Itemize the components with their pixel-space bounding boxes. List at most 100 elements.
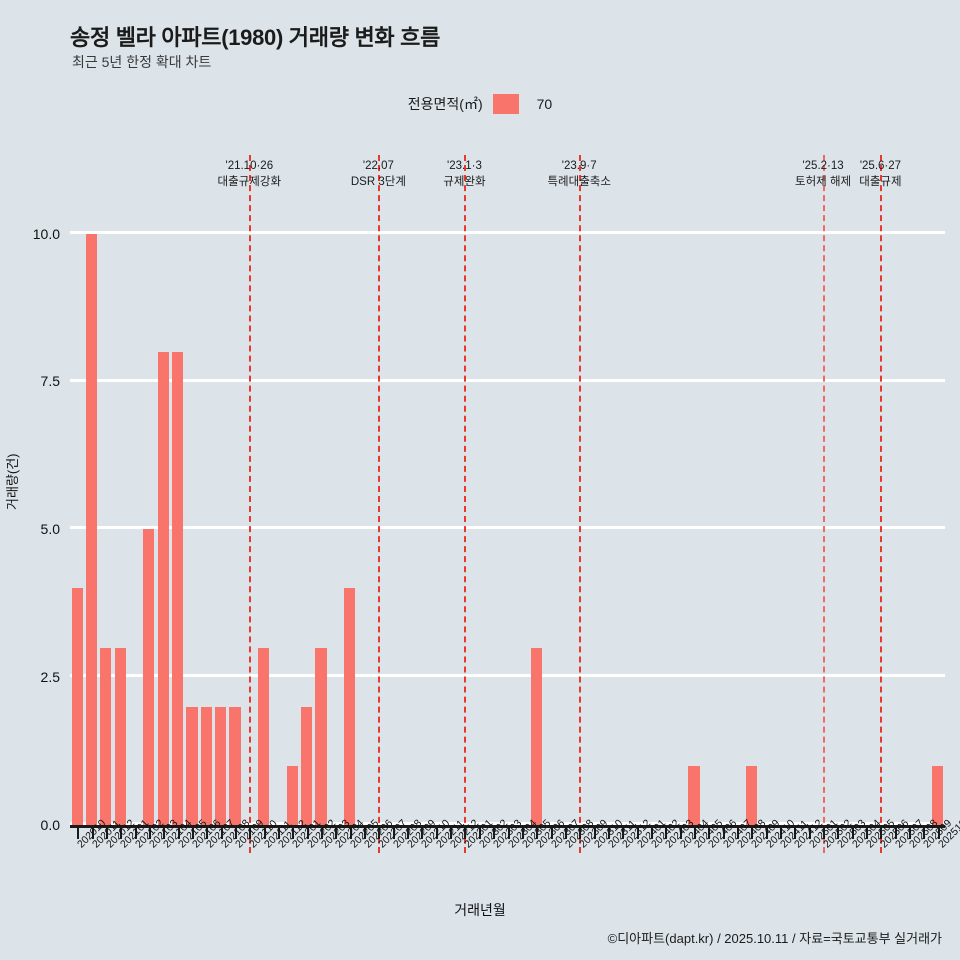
bar[interactable] <box>171 351 184 825</box>
event-marker-label: 특례대출축소 <box>547 176 611 188</box>
x-axis-tickmark <box>407 828 410 839</box>
x-axis-tickmark <box>794 828 797 839</box>
x-axis-tickmark <box>636 828 639 839</box>
x-axis-tickmark <box>234 828 237 839</box>
event-marker-label: 토허제 해제 <box>795 176 852 188</box>
x-axis-tickmarks <box>70 828 945 840</box>
x-axis-tickmark <box>292 828 295 839</box>
plot-area <box>70 155 945 853</box>
bar[interactable] <box>315 647 327 825</box>
event-marker-line <box>249 155 252 853</box>
event-marker-label: 대출규제 <box>859 176 902 188</box>
x-axis-tickmark <box>851 828 854 839</box>
x-axis-tickmark <box>392 828 395 839</box>
event-marker-line <box>880 155 883 853</box>
footer-credit: ©디아파트(dapt.kr) / 2025.10.11 / 자료=국토교통부 실… <box>607 931 942 946</box>
x-axis-tickmark <box>220 828 223 839</box>
page-subtitle: 최근 5년 한정 확대 차트 <box>72 54 212 70</box>
bar[interactable] <box>215 706 227 825</box>
bar[interactable] <box>143 529 155 825</box>
bar[interactable] <box>100 647 112 825</box>
x-axis-tickmark <box>722 828 725 839</box>
x-axis-tickmark <box>937 828 940 839</box>
x-axis-labels: 202010 202011 202012 202101 202102 202103 2021… <box>70 817 960 902</box>
x-axis-tickmark <box>148 828 151 839</box>
x-axis-tickmark <box>91 828 94 839</box>
bar[interactable] <box>200 706 212 825</box>
x-axis-tickmark <box>206 828 209 839</box>
event-annotation: '21.10·26 대출규제강화 <box>218 158 281 190</box>
x-axis-tickmark <box>105 828 108 839</box>
gridline <box>70 674 945 678</box>
gridline <box>70 230 945 234</box>
x-axis-tickmark <box>435 828 438 839</box>
x-axis-tickmark <box>665 828 668 839</box>
x-axis-tickmark <box>751 828 754 839</box>
y-axis-tick-label: 5.0 <box>40 521 60 538</box>
bar[interactable] <box>344 588 356 825</box>
x-axis-tickmark <box>277 828 280 839</box>
x-axis-tickmark <box>507 828 510 839</box>
y-axis-tick-label: 0.0 <box>40 817 60 833</box>
y-axis-ticks: 0.0 2.5 5.0 7.5 10.0 <box>0 210 60 833</box>
bar[interactable] <box>745 765 757 825</box>
x-axis-tickmark <box>708 828 711 839</box>
x-axis-tickmark <box>521 828 524 839</box>
y-axis-tick-label: 2.5 <box>40 669 60 686</box>
x-axis-tickmark <box>923 828 926 839</box>
bar[interactable] <box>229 706 241 825</box>
bar[interactable] <box>114 647 126 825</box>
bar[interactable] <box>258 647 270 825</box>
x-axis-line <box>70 825 945 828</box>
x-axis-tickmark <box>866 828 869 839</box>
x-axis-tickmark <box>564 828 567 839</box>
bar[interactable] <box>301 706 313 825</box>
bars-layer <box>70 210 945 825</box>
x-axis-tickmark <box>163 828 166 839</box>
y-axis-title: 거래량(건) <box>5 453 20 511</box>
event-marker-label: 대출규제강화 <box>217 176 282 188</box>
x-axis-tickmark <box>478 828 481 839</box>
x-axis-tickmark <box>679 828 682 839</box>
legend-title: 전용면적(㎡) <box>407 96 483 112</box>
x-axis-tickmark <box>464 828 467 839</box>
event-marker-label: DSR 3단계 <box>350 176 406 188</box>
bar[interactable] <box>530 647 542 825</box>
x-axis-tickmark <box>249 828 252 839</box>
x-axis-tickmark <box>765 828 768 839</box>
bar[interactable] <box>71 588 83 825</box>
event-marker-label: 규제완화 <box>443 176 486 188</box>
x-axis-tickmark <box>880 828 883 839</box>
x-axis-tickmark <box>693 828 696 839</box>
bar[interactable] <box>688 765 700 825</box>
event-marker-line <box>464 155 467 853</box>
y-axis-tick-label: 7.5 <box>40 373 60 390</box>
x-axis-tickmark <box>335 828 338 839</box>
gridline <box>70 378 945 382</box>
event-marker-date: '25.6·27 <box>859 160 902 172</box>
bar[interactable] <box>85 233 98 825</box>
event-annotation: '23.9·7 특례대출축소 <box>547 158 610 190</box>
bar[interactable] <box>186 706 198 825</box>
bar[interactable] <box>932 765 944 825</box>
bar[interactable] <box>157 351 169 825</box>
x-axis-tickmark <box>421 828 424 839</box>
x-axis-tickmark <box>808 828 811 839</box>
x-axis-tickmark <box>894 828 897 839</box>
x-axis-tickmark <box>191 828 194 839</box>
bar[interactable] <box>286 765 298 825</box>
x-axis-tickmark <box>349 828 352 839</box>
x-axis-tickmark <box>536 828 539 839</box>
event-marker-line <box>378 155 381 853</box>
x-axis-tickmark <box>120 828 123 839</box>
event-marker-date: '23.9·7 <box>561 160 597 172</box>
x-axis-tickmark <box>450 828 453 839</box>
event-annotation: '25.6·27 대출규제 <box>859 158 901 190</box>
x-axis-tickmark <box>579 828 582 839</box>
x-axis-tickmark <box>780 828 783 839</box>
x-axis-tickmark <box>593 828 596 839</box>
event-marker-date: '21.10·26 <box>225 160 274 172</box>
x-axis-tickmark <box>650 828 653 839</box>
event-marker-date: '25.2·13 <box>802 160 844 172</box>
